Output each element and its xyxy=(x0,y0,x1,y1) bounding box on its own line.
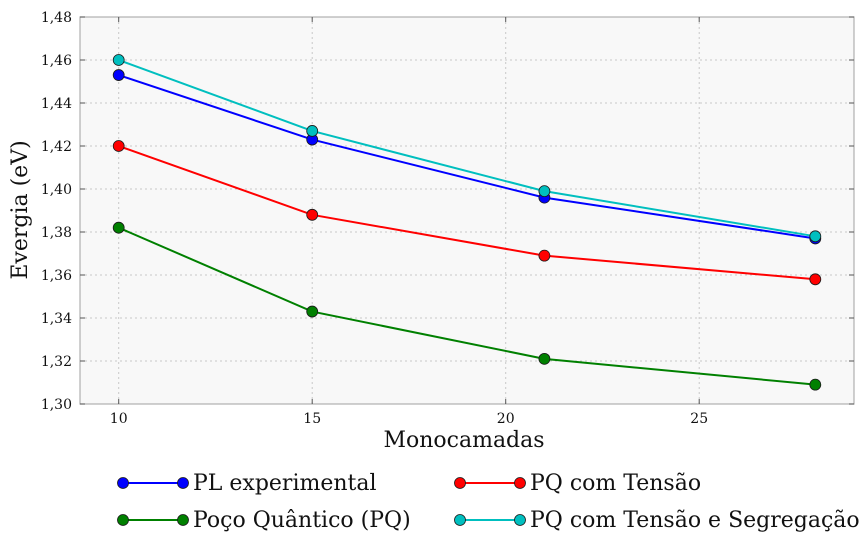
y-tick-label: 1,44 xyxy=(41,96,72,112)
data-point xyxy=(809,273,822,286)
data-point xyxy=(306,305,319,318)
data-point xyxy=(306,208,319,221)
legend-marker xyxy=(177,514,189,526)
data-point xyxy=(538,352,551,365)
x-tick-label: 20 xyxy=(497,411,515,427)
y-tick-label: 1,34 xyxy=(41,311,72,327)
data-point xyxy=(112,221,125,234)
series-line xyxy=(118,59,816,238)
data-point xyxy=(112,69,125,81)
data-point xyxy=(809,378,822,391)
y-tick-label: 1,48 xyxy=(41,10,72,26)
series-line xyxy=(118,145,816,281)
legend-label: Poço Quântico (PQ) xyxy=(193,508,411,533)
x-tick-label: 15 xyxy=(303,411,321,427)
legend-marker xyxy=(454,477,466,489)
y-tick-label: 1,38 xyxy=(41,225,72,241)
x-tick-label: 10 xyxy=(110,411,128,427)
legend-label: PL experimental xyxy=(193,471,377,496)
data-point xyxy=(538,249,551,262)
series-line xyxy=(118,74,816,240)
plot-area xyxy=(80,17,854,404)
axis-ticks: 10 15 20 25 1,30 1,32 1,34 1,36 1,38 1,40 1,42 1,44… xyxy=(41,10,854,427)
y-tick-label: 1,30 xyxy=(41,397,72,413)
data-point xyxy=(112,140,125,152)
legend-label: PQ com Tensão xyxy=(530,471,701,496)
data-point xyxy=(809,230,822,243)
data-point xyxy=(112,54,125,66)
y-tick-label: 1,32 xyxy=(41,354,72,370)
y-tick-label: 1,42 xyxy=(41,139,72,155)
data-point xyxy=(538,185,551,198)
y-axis-title: Evergia (eV) xyxy=(8,140,33,279)
legend-marker xyxy=(514,514,526,526)
legend-marker xyxy=(177,477,189,489)
legend-marker xyxy=(117,477,129,489)
x-axis-title: Monocamadas xyxy=(383,428,544,453)
data-point xyxy=(306,125,319,137)
series-line xyxy=(118,226,816,386)
y-tick-label: 1,40 xyxy=(41,182,72,198)
series-markers xyxy=(112,54,822,391)
y-tick-label: 1,46 xyxy=(41,53,72,69)
x-tick-label: 25 xyxy=(690,411,708,427)
plot-frame xyxy=(79,16,855,405)
legend: PL experimental Poço Quântico (PQ) PQ com … xyxy=(117,471,860,533)
series-lines xyxy=(118,59,816,386)
y-tick-label: 1,36 xyxy=(41,268,72,284)
legend-marker xyxy=(117,514,129,526)
legend-marker xyxy=(514,477,526,489)
legend-marker xyxy=(454,514,466,526)
legend-label: PQ com Tensão e Segregação xyxy=(530,508,860,533)
